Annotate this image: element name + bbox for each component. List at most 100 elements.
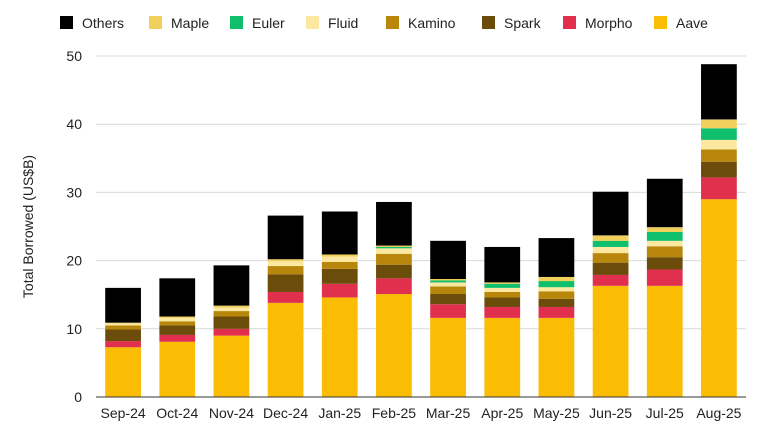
y-tick-label: 30	[66, 184, 82, 200]
bar-others-aug-25	[701, 64, 737, 120]
bar-others-may-25	[538, 238, 575, 277]
x-tick-label: Sep-24	[101, 405, 146, 421]
bar-euler-feb-25	[376, 246, 412, 249]
bar-aave-jul-25	[646, 285, 683, 397]
bar-kamino-nov-24	[213, 311, 250, 317]
bar-aave-sep-24	[105, 347, 141, 397]
bar-others-apr-25	[484, 246, 521, 283]
bar-maple-jan-25	[321, 254, 358, 257]
bar-morpho-jan-25	[321, 283, 358, 298]
bar-spark-mar-25	[430, 294, 466, 305]
bar-morpho-mar-25	[430, 304, 466, 318]
x-tick-label: Jan-25	[318, 405, 361, 421]
bar-kamino-dec-24	[267, 266, 304, 275]
bar-maple-aug-25	[701, 119, 737, 129]
bar-euler-aug-25	[701, 128, 737, 140]
bar-others-jan-25	[321, 211, 358, 255]
bar-others-nov-24	[213, 265, 250, 306]
bar-others-oct-24	[159, 278, 196, 317]
bar-aave-feb-25	[376, 294, 412, 397]
bar-kamino-apr-25	[484, 291, 521, 298]
bar-fluid-aug-25	[701, 139, 737, 150]
bar-others-jul-25	[646, 178, 683, 228]
legend-label: Aave	[676, 15, 708, 31]
y-tick-label: 50	[66, 48, 82, 64]
bar-kamino-mar-25	[430, 286, 466, 295]
bar-spark-aug-25	[701, 161, 737, 178]
legend-label: Euler	[252, 15, 285, 31]
x-tick-label: Mar-25	[426, 405, 471, 421]
bar-morpho-oct-24	[159, 334, 196, 342]
bar-fluid-may-25	[538, 287, 575, 292]
bar-euler-mar-25	[430, 280, 466, 283]
bar-spark-may-25	[538, 298, 575, 307]
legend-swatch	[60, 16, 73, 29]
bar-aave-may-25	[538, 317, 575, 397]
legend-item-euler: Euler	[230, 15, 285, 31]
legend-swatch	[563, 16, 576, 29]
bar-kamino-aug-25	[701, 149, 737, 162]
legend-swatch	[230, 16, 243, 29]
y-tick-label: 10	[66, 321, 82, 337]
legend-swatch	[654, 16, 667, 29]
bar-fluid-feb-25	[376, 248, 412, 254]
bar-euler-jun-25	[592, 240, 629, 247]
x-tick-label: Jun-25	[589, 405, 632, 421]
bar-kamino-sep-24	[105, 325, 141, 330]
bar-maple-feb-25	[376, 245, 412, 247]
bar-kamino-jul-25	[646, 246, 683, 258]
bar-spark-apr-25	[484, 297, 521, 307]
legend-item-spark: Spark	[482, 15, 542, 31]
bar-spark-dec-24	[267, 274, 304, 292]
bar-others-feb-25	[376, 201, 412, 246]
bar-fluid-oct-24	[159, 317, 196, 322]
bar-aave-oct-24	[159, 341, 196, 397]
legend-swatch	[149, 16, 162, 29]
legend-swatch	[482, 16, 495, 29]
bar-maple-nov-24	[213, 305, 250, 308]
bar-spark-nov-24	[213, 316, 250, 329]
x-tick-label: Apr-25	[481, 405, 523, 421]
bar-maple-sep-24	[105, 322, 141, 324]
bar-aave-jan-25	[321, 297, 358, 397]
bar-maple-oct-24	[159, 316, 196, 318]
bar-fluid-apr-25	[484, 287, 521, 292]
bar-euler-jul-25	[646, 231, 683, 241]
x-tick-label: Dec-24	[263, 405, 308, 421]
y-tick-label: 0	[74, 389, 82, 405]
bar-fluid-jun-25	[592, 246, 629, 254]
bar-morpho-aug-25	[701, 177, 737, 200]
bar-morpho-jun-25	[592, 274, 629, 286]
bar-fluid-jan-25	[321, 256, 358, 262]
bar-spark-jul-25	[646, 257, 683, 270]
bar-fluid-dec-24	[267, 261, 304, 267]
bar-aave-apr-25	[484, 317, 521, 397]
y-tick-label: 20	[66, 253, 82, 269]
legend-swatch	[306, 16, 319, 29]
x-tick-label: Aug-25	[696, 405, 741, 421]
x-tick-label: Feb-25	[372, 405, 417, 421]
x-tick-label: Oct-24	[156, 405, 198, 421]
legend-label: Spark	[504, 15, 542, 31]
bar-maple-jun-25	[592, 235, 629, 241]
x-tick-label: May-25	[533, 405, 580, 421]
bar-spark-oct-24	[159, 325, 196, 335]
bar-aave-mar-25	[430, 317, 466, 397]
gridlines	[96, 55, 746, 330]
bar-morpho-apr-25	[484, 306, 521, 318]
legend-item-aave: Aave	[654, 15, 708, 31]
bar-maple-jul-25	[646, 227, 683, 232]
bar-aave-aug-25	[701, 199, 737, 397]
bar-spark-jun-25	[592, 262, 629, 275]
legend-label: Others	[82, 15, 124, 31]
bar-others-sep-24	[105, 287, 141, 323]
bar-others-jun-25	[592, 191, 629, 236]
y-tick-label: 40	[66, 116, 82, 132]
bar-kamino-feb-25	[376, 253, 412, 265]
bars	[105, 64, 737, 397]
bar-aave-dec-24	[267, 302, 304, 397]
bar-fluid-mar-25	[430, 282, 466, 287]
bar-maple-mar-25	[430, 279, 466, 281]
bar-euler-may-25	[538, 281, 575, 288]
